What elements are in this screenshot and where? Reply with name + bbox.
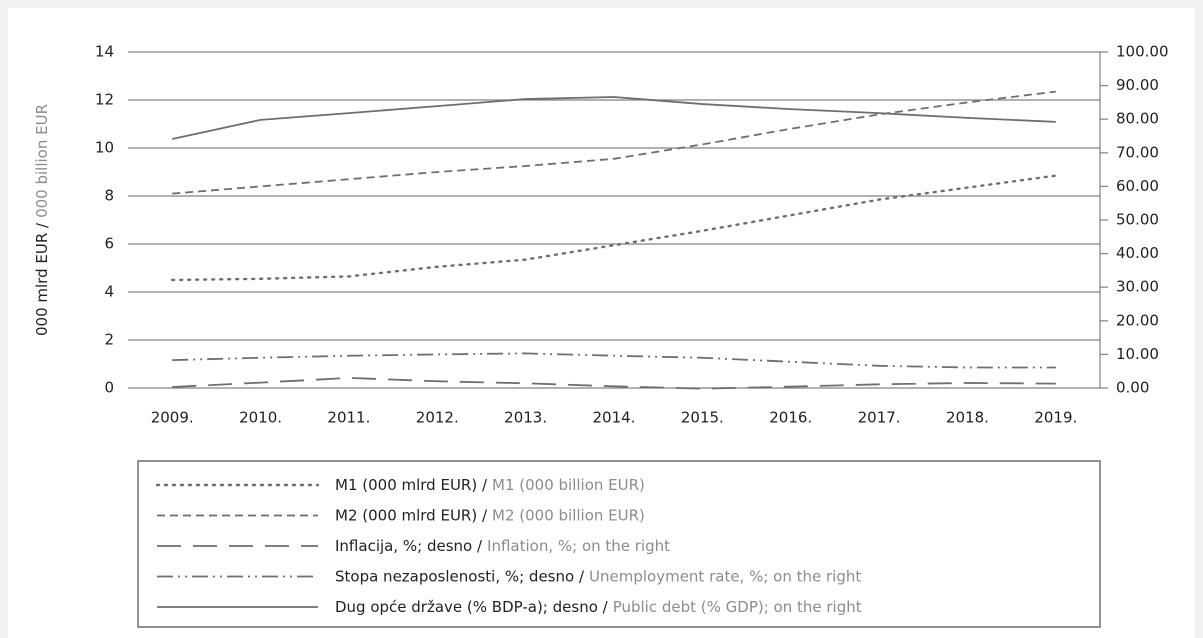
x-tick-label: 2010. bbox=[239, 409, 282, 427]
y2-tick-label: 50.00 bbox=[1116, 211, 1159, 229]
legend-label-local: M1 (000 mlrd EUR) / bbox=[335, 476, 488, 494]
series-line bbox=[172, 90, 1056, 195]
legend-label: Stopa nezaposlenosti, %; desno / Unemploy… bbox=[335, 567, 861, 585]
y-axis-title-local: 000 mlrd EUR / bbox=[33, 222, 51, 336]
x-tick-label: 2012. bbox=[416, 409, 459, 427]
y-axis-title-en: 000 billion EUR bbox=[33, 104, 51, 218]
x-tick-label: 2015. bbox=[681, 409, 724, 427]
y2-tick-label: 90.00 bbox=[1116, 76, 1159, 94]
y2-tick-label: 20.00 bbox=[1116, 311, 1159, 329]
series-line bbox=[172, 352, 1056, 369]
x-tick-label: 2013. bbox=[504, 409, 547, 427]
x-tick-label: 2017. bbox=[858, 409, 901, 427]
y-tick-label: 14 bbox=[95, 43, 114, 61]
x-tick-label: 2011. bbox=[327, 409, 370, 427]
y-tick-label: 4 bbox=[104, 283, 114, 301]
y-tick-label: 0 bbox=[104, 379, 114, 397]
legend-label-en: M1 (000 billion EUR) bbox=[492, 476, 645, 494]
y2-tick-label: 60.00 bbox=[1116, 177, 1159, 195]
x-tick-label: 2014. bbox=[593, 409, 636, 427]
y-tick-label: 8 bbox=[104, 187, 114, 205]
y2-tick-label: 40.00 bbox=[1116, 244, 1159, 262]
y-tick-label: 6 bbox=[104, 235, 114, 253]
legend-label: Dug opće države (% BDP-a); desno / Public… bbox=[335, 598, 862, 616]
legend-label-en: Unemployment rate, %; on the right bbox=[589, 567, 861, 585]
legend-label-en: Public debt (% GDP); on the right bbox=[613, 598, 862, 616]
y-tick-label: 10 bbox=[95, 139, 114, 157]
x-tick-label: 2019. bbox=[1034, 409, 1077, 427]
y2-tick-label: 70.00 bbox=[1116, 143, 1159, 161]
y-tick-label: 2 bbox=[104, 331, 114, 349]
y-tick-label: 12 bbox=[95, 91, 114, 109]
legend-label: Inflacija, %; desno / Inflation, %; on th… bbox=[335, 537, 670, 555]
legend-label: M1 (000 mlrd EUR) / M1 (000 billion EUR) bbox=[335, 476, 645, 494]
chart-background bbox=[8, 8, 1195, 638]
legend-label-local: Dug opće države (% BDP-a); desno / bbox=[335, 598, 609, 616]
legend-label-local: Inflacija, %; desno / bbox=[335, 537, 483, 555]
y2-tick-label: 30.00 bbox=[1116, 278, 1159, 296]
y2-tick-label: 10.00 bbox=[1116, 345, 1159, 363]
series-line bbox=[171, 96, 1056, 140]
legend-label-en: Inflation, %; on the right bbox=[487, 537, 670, 555]
x-tick-label: 2018. bbox=[946, 409, 989, 427]
y2-tick-label: 0.00 bbox=[1116, 379, 1149, 397]
legend-label: M2 (000 mlrd EUR) / M2 (000 billion EUR) bbox=[335, 506, 645, 524]
legend-label-local: Stopa nezaposlenosti, %; desno / bbox=[335, 567, 585, 585]
legend-label-en: M2 (000 billion EUR) bbox=[492, 506, 645, 524]
y2-tick-label: 80.00 bbox=[1116, 110, 1159, 128]
x-tick-label: 2009. bbox=[151, 409, 194, 427]
series-line bbox=[172, 377, 1056, 390]
legend-label-local: M2 (000 mlrd EUR) / bbox=[335, 506, 488, 524]
x-tick-label: 2016. bbox=[769, 409, 812, 427]
y-axis-title: 000 mlrd EUR / 000 billion EUR bbox=[33, 104, 51, 336]
y2-tick-label: 100.00 bbox=[1116, 43, 1169, 61]
legend-box bbox=[137, 460, 1101, 628]
